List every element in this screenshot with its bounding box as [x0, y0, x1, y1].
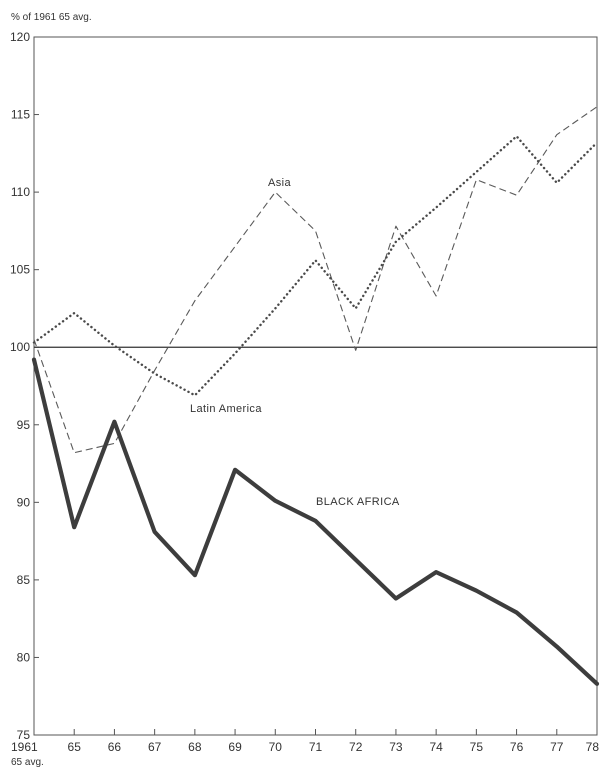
x-tick-label: 73	[389, 740, 403, 754]
x-tick-sublabel: 65 avg.	[11, 757, 44, 768]
y-tick-label: 110	[11, 185, 30, 199]
x-tick-label: 78	[586, 740, 600, 754]
y-axis-title: % of 1961 65 avg.	[11, 12, 92, 23]
series-layer	[31, 106, 600, 686]
series-line-asia	[33, 106, 598, 454]
x-tick-label: 65	[68, 740, 82, 754]
x-tick-label: 69	[228, 740, 242, 754]
y-tick-label: 120	[10, 30, 30, 44]
series-label-asia: Asia	[268, 177, 291, 189]
series-labels: Asia Latin America BLACK AFRICA	[190, 177, 400, 508]
series-label-black-africa: BLACK AFRICA	[316, 496, 400, 508]
x-tick-label: 70	[269, 740, 283, 754]
x-tick-label: 66	[108, 740, 122, 754]
y-tick-label: 85	[17, 573, 31, 587]
y-axis: 75 80 85 90 95 100 105 110 115 120	[10, 30, 39, 742]
x-tick-label: 68	[188, 740, 202, 754]
series-line-latin-america	[32, 135, 599, 397]
y-tick-label: 80	[17, 650, 31, 664]
x-tick-label: 75	[470, 740, 484, 754]
series-label-latin-america: Latin America	[190, 403, 262, 415]
y-tick-label: 75	[17, 728, 31, 742]
x-tick-label: 67	[148, 740, 162, 754]
series-line-black-africa	[31, 357, 600, 686]
x-tick-label: 76	[510, 740, 524, 754]
x-tick-label: 1961	[11, 740, 38, 754]
y-tick-label: 105	[10, 263, 30, 277]
x-tick-label: 72	[349, 740, 363, 754]
x-tick-label: 71	[309, 740, 323, 754]
y-tick-label: 100	[10, 340, 30, 354]
y-tick-label: 115	[11, 108, 30, 122]
x-tick-label: 74	[429, 740, 443, 754]
y-tick-label: 90	[17, 495, 31, 509]
y-tick-label: 95	[17, 418, 31, 432]
x-tick-label: 77	[550, 740, 564, 754]
x-axis: 1961 65 avg. 65 66 67 68 69 70 71 72 73 74 75 76 77 78	[11, 729, 599, 768]
plot-frame	[33, 36, 598, 736]
